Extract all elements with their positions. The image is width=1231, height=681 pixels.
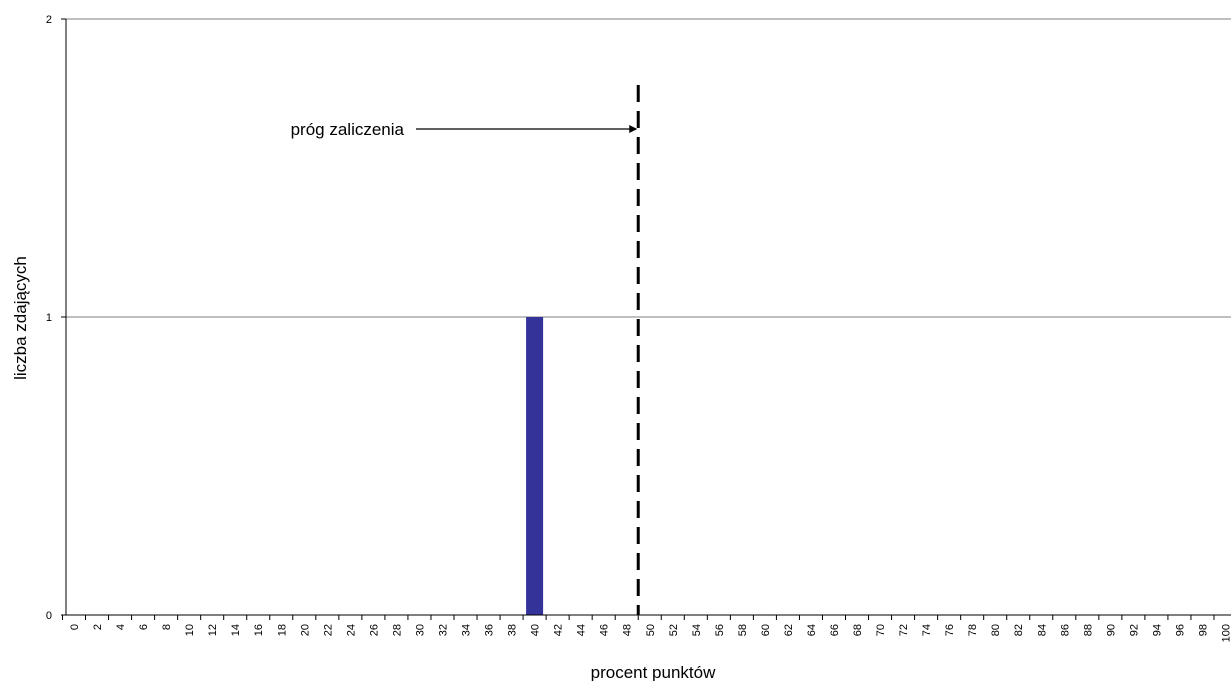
y-tick-label: 2 bbox=[46, 14, 52, 26]
x-tick-label: 16 bbox=[253, 624, 265, 636]
x-tick-label: 80 bbox=[990, 624, 1002, 636]
x-tick-label: 86 bbox=[1059, 624, 1071, 636]
gridlines bbox=[66, 18, 1231, 318]
x-tick-label: 64 bbox=[806, 624, 818, 636]
x-tick-label: 10 bbox=[184, 624, 196, 636]
x-tick-label: 32 bbox=[437, 624, 449, 636]
x-tick-label: 90 bbox=[1105, 624, 1117, 636]
x-tick-label: 58 bbox=[737, 624, 749, 636]
x-tick-label: 82 bbox=[1013, 624, 1025, 636]
y-tick-label: 1 bbox=[46, 312, 52, 324]
x-tick-label: 36 bbox=[484, 624, 496, 636]
axes bbox=[61, 18, 1231, 620]
x-tick-label: 96 bbox=[1174, 624, 1186, 636]
x-tick-label: 24 bbox=[345, 624, 357, 636]
y-tick-label: 0 bbox=[46, 610, 52, 622]
x-tick-label: 50 bbox=[645, 624, 657, 636]
x-tick-label: 8 bbox=[161, 624, 173, 630]
x-tick-label: 18 bbox=[276, 624, 288, 636]
x-tick-label: 84 bbox=[1036, 624, 1048, 636]
x-tick-label: 92 bbox=[1128, 624, 1140, 636]
x-tick-label: 70 bbox=[875, 624, 887, 636]
x-tick-label: 4 bbox=[115, 624, 127, 630]
x-tick-label: 30 bbox=[414, 624, 426, 636]
x-tick-label: 54 bbox=[691, 624, 703, 636]
x-tick-label: 44 bbox=[576, 624, 588, 636]
x-tick-label: 22 bbox=[322, 624, 334, 636]
x-tick-label: 48 bbox=[622, 624, 634, 636]
x-tick-label: 46 bbox=[599, 624, 611, 636]
x-tick-label: 72 bbox=[898, 624, 910, 636]
x-tick-label: 94 bbox=[1151, 624, 1163, 636]
x-tick-label: 0 bbox=[69, 624, 81, 630]
x-tick-label: 68 bbox=[852, 624, 864, 636]
x-tick-label: 26 bbox=[368, 624, 380, 636]
x-tick-label: 20 bbox=[299, 624, 311, 636]
x-tick-label: 76 bbox=[944, 624, 956, 636]
x-tick-label: 40 bbox=[530, 624, 542, 636]
x-tick-label: 100 bbox=[1221, 624, 1231, 642]
y-axis-title: liczba zdających bbox=[11, 256, 30, 380]
x-tick-label: 14 bbox=[230, 624, 242, 636]
x-tick-label: 56 bbox=[714, 624, 726, 636]
x-tick-label: 52 bbox=[668, 624, 680, 636]
x-tick-label: 60 bbox=[760, 624, 772, 636]
x-tick-label: 78 bbox=[967, 624, 979, 636]
x-tick-label: 34 bbox=[461, 624, 473, 636]
x-tick-label: 6 bbox=[138, 624, 150, 630]
x-tick-label: 88 bbox=[1082, 624, 1094, 636]
x-tick-label: 12 bbox=[207, 624, 219, 636]
x-axis-title: procent punktów bbox=[591, 663, 716, 681]
x-tick-label: 42 bbox=[553, 624, 565, 636]
x-tick-label: 2 bbox=[92, 624, 104, 630]
annotations: próg zaliczenia bbox=[291, 85, 640, 615]
x-tick-label: 74 bbox=[921, 624, 933, 636]
x-tick-label: 98 bbox=[1197, 624, 1209, 636]
bar bbox=[526, 317, 544, 615]
threshold-label: próg zaliczenia bbox=[291, 120, 405, 139]
x-tick-label: 66 bbox=[829, 624, 841, 636]
x-tick-label: 28 bbox=[391, 624, 403, 636]
x-tick-label: 38 bbox=[507, 624, 519, 636]
x-tick-label: 62 bbox=[783, 624, 795, 636]
bars bbox=[526, 317, 544, 615]
